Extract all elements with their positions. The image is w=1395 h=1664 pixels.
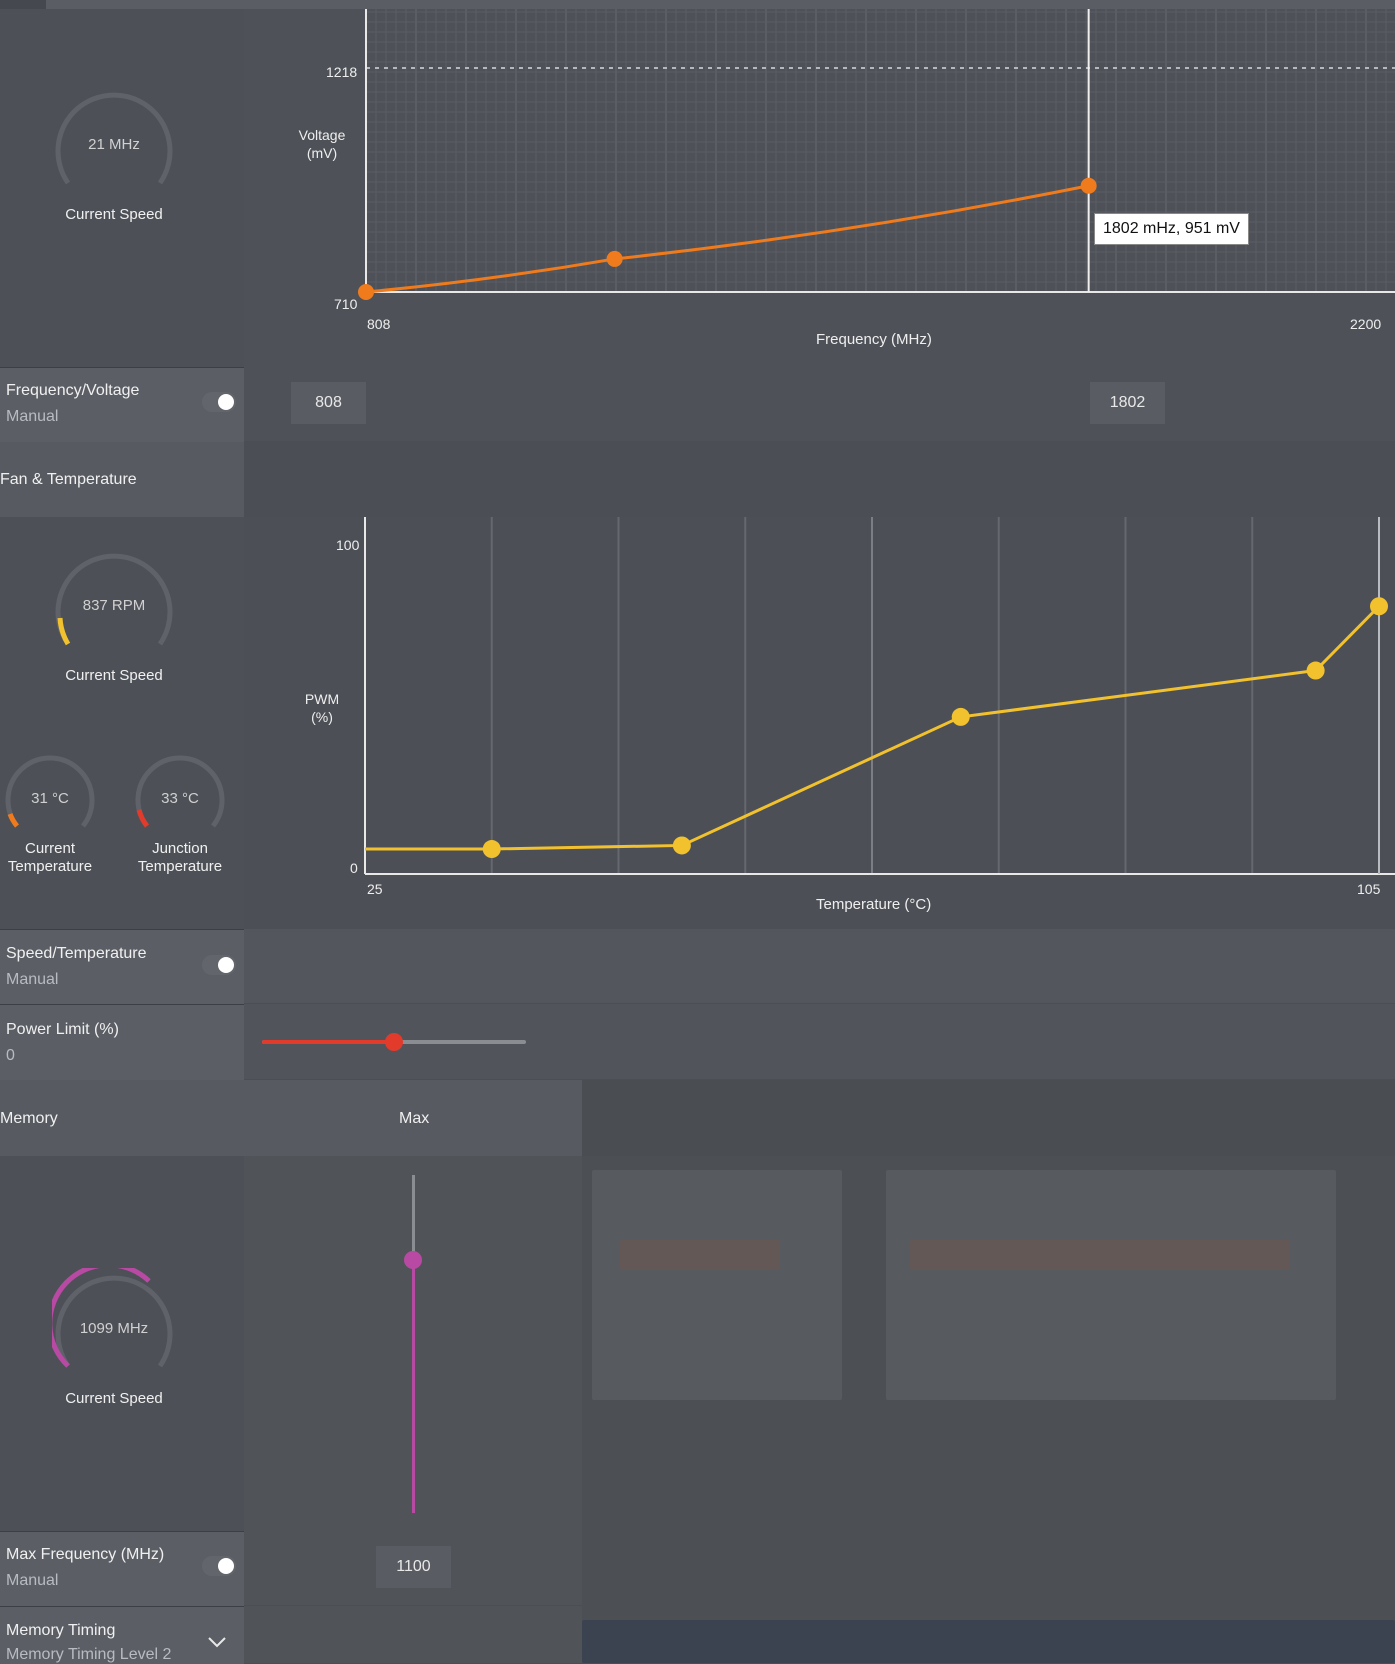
- voltage-tooltip: 1802 mHz, 951 mV: [1094, 213, 1249, 245]
- memory-slider-thumb[interactable]: [404, 1250, 422, 1269]
- frequency-x-min-tick: 808: [367, 316, 391, 332]
- memory-speed-gauge: [52, 1268, 173, 1368]
- fan-speed-label: Current Speed: [65, 667, 163, 684]
- memory-timing-title: Memory Timing: [6, 1622, 116, 1639]
- top-strip: [0, 0, 1395, 9]
- memory-timing-row[interactable]: [0, 1606, 244, 1664]
- fan-point-4: [1306, 661, 1325, 680]
- frequency-x-max-tick: 2200: [1350, 316, 1382, 332]
- current-temperature-value: 31 °C: [31, 790, 69, 807]
- memory-speed-value: 1099 MHz: [79, 1320, 149, 1337]
- fan-chart-panel: [244, 517, 1395, 929]
- speed-temperature-title: Speed/Temperature: [6, 945, 147, 962]
- top-strip-dark: [0, 0, 46, 9]
- max-frequency-toggle[interactable]: [202, 1556, 236, 1576]
- frequency-voltage-toggle[interactable]: [202, 392, 236, 412]
- frequency-voltage-mode: Manual: [6, 408, 59, 425]
- clock-gauge-panel: [0, 9, 244, 367]
- frequency-min-input[interactable]: 808: [291, 382, 366, 424]
- memory-speed-label: Current Speed: [65, 1390, 163, 1407]
- fan-y-bottom-tick: 0: [350, 860, 358, 876]
- speed-temperature-toggle[interactable]: [202, 955, 236, 975]
- voltage-y-label-1: Voltage: [298, 127, 346, 143]
- fan-y-top-tick: 100: [336, 537, 360, 553]
- temperature-x-max-tick: 105: [1357, 881, 1381, 897]
- speed-temperature-bar: [244, 929, 1395, 1003]
- blurred-footer-bar: [582, 1620, 1395, 1663]
- chevron-down-icon[interactable]: [207, 1636, 227, 1648]
- power-limit-slider-thumb[interactable]: [385, 1033, 403, 1051]
- clock-speed-label: Current Speed: [65, 206, 163, 223]
- toggle-knob: [218, 394, 234, 410]
- toggle-knob: [218, 1558, 234, 1574]
- frequency-voltage-title: Frequency/Voltage: [6, 382, 140, 399]
- blurred-heading-left: [620, 1240, 780, 1270]
- power-limit-title: Power Limit (%): [6, 1021, 119, 1038]
- memory-slider-fill: [412, 1259, 415, 1513]
- junction-temperature-label-1: Junction: [152, 840, 208, 857]
- max-frequency-mode: Manual: [6, 1572, 59, 1589]
- power-limit-row: [0, 1004, 244, 1080]
- voltage-point-3: [1080, 177, 1097, 194]
- blurred-heading-right: [910, 1240, 1290, 1270]
- current-temperature-label-2: Temperature: [7, 858, 93, 875]
- current-temperature-label-1: Current: [24, 840, 76, 857]
- fan-curve-chart[interactable]: [244, 517, 1395, 929]
- max-frequency-title: Max Frequency (MHz): [6, 1546, 165, 1563]
- toggle-knob: [218, 957, 234, 973]
- junction-temperature-value: 33 °C: [161, 790, 199, 807]
- memory-header-right-bg: [582, 1080, 1395, 1156]
- frequency-voltage-values-bar: [244, 367, 1395, 441]
- speed-temperature-mode: Manual: [6, 971, 59, 988]
- fan-point-3: [951, 707, 970, 726]
- voltage-y-top-tick: 1218: [326, 64, 358, 80]
- fan-y-label-2: (%): [311, 709, 333, 725]
- clock-speed-gauge: [55, 92, 173, 185]
- fan-section-header-bar: [244, 442, 1395, 517]
- fan-point-5: [1370, 597, 1388, 616]
- memory-section-header: [0, 1080, 582, 1156]
- frequency-max-input[interactable]: 1802: [1090, 382, 1165, 424]
- blurred-card-left: [592, 1170, 842, 1400]
- temperature-x-label: Temperature (°C): [816, 896, 932, 913]
- voltage-point-1: [358, 284, 374, 300]
- frequency-x-label: Frequency (MHz): [816, 331, 932, 348]
- fan-speed-value: 837 RPM: [82, 597, 146, 614]
- voltage-point-2: [606, 250, 623, 267]
- memory-max-label: Max: [399, 1110, 430, 1127]
- voltage-curve: [365, 184, 1089, 294]
- fan-point-2: [672, 836, 691, 855]
- fan-y-label-1: PWM: [304, 691, 340, 707]
- max-frequency-input[interactable]: 1100: [376, 1546, 451, 1588]
- junction-temperature-label-2: Temperature: [137, 858, 223, 875]
- voltage-y-bottom-tick: 710: [334, 296, 358, 312]
- fan-speed-gauge: [55, 553, 173, 646]
- memory-gauge-panel: [0, 1156, 244, 1531]
- current-temperature-gauge: [5, 755, 95, 828]
- fan-point-1: [482, 840, 501, 859]
- fan-section-title: Fan & Temperature: [0, 471, 137, 488]
- memory-timing-value: Memory Timing Level 2: [6, 1646, 172, 1663]
- power-limit-value: 0: [6, 1047, 15, 1064]
- temperature-x-min-tick: 25: [367, 881, 383, 897]
- fan-gauge-panel: [0, 517, 244, 929]
- memory-timing-bar: [244, 1606, 582, 1663]
- blurred-card-right: [886, 1170, 1336, 1400]
- voltage-frequency-chart[interactable]: [244, 9, 1395, 367]
- voltage-y-label-2: (mV): [306, 145, 338, 161]
- fan-section-header: [0, 442, 244, 517]
- junction-temperature-gauge: [135, 755, 225, 828]
- clock-speed-value: 21 MHz: [88, 136, 140, 153]
- power-limit-slider-fill: [262, 1040, 394, 1044]
- memory-section-title: Memory: [0, 1110, 58, 1127]
- fan-curve: [365, 605, 1381, 851]
